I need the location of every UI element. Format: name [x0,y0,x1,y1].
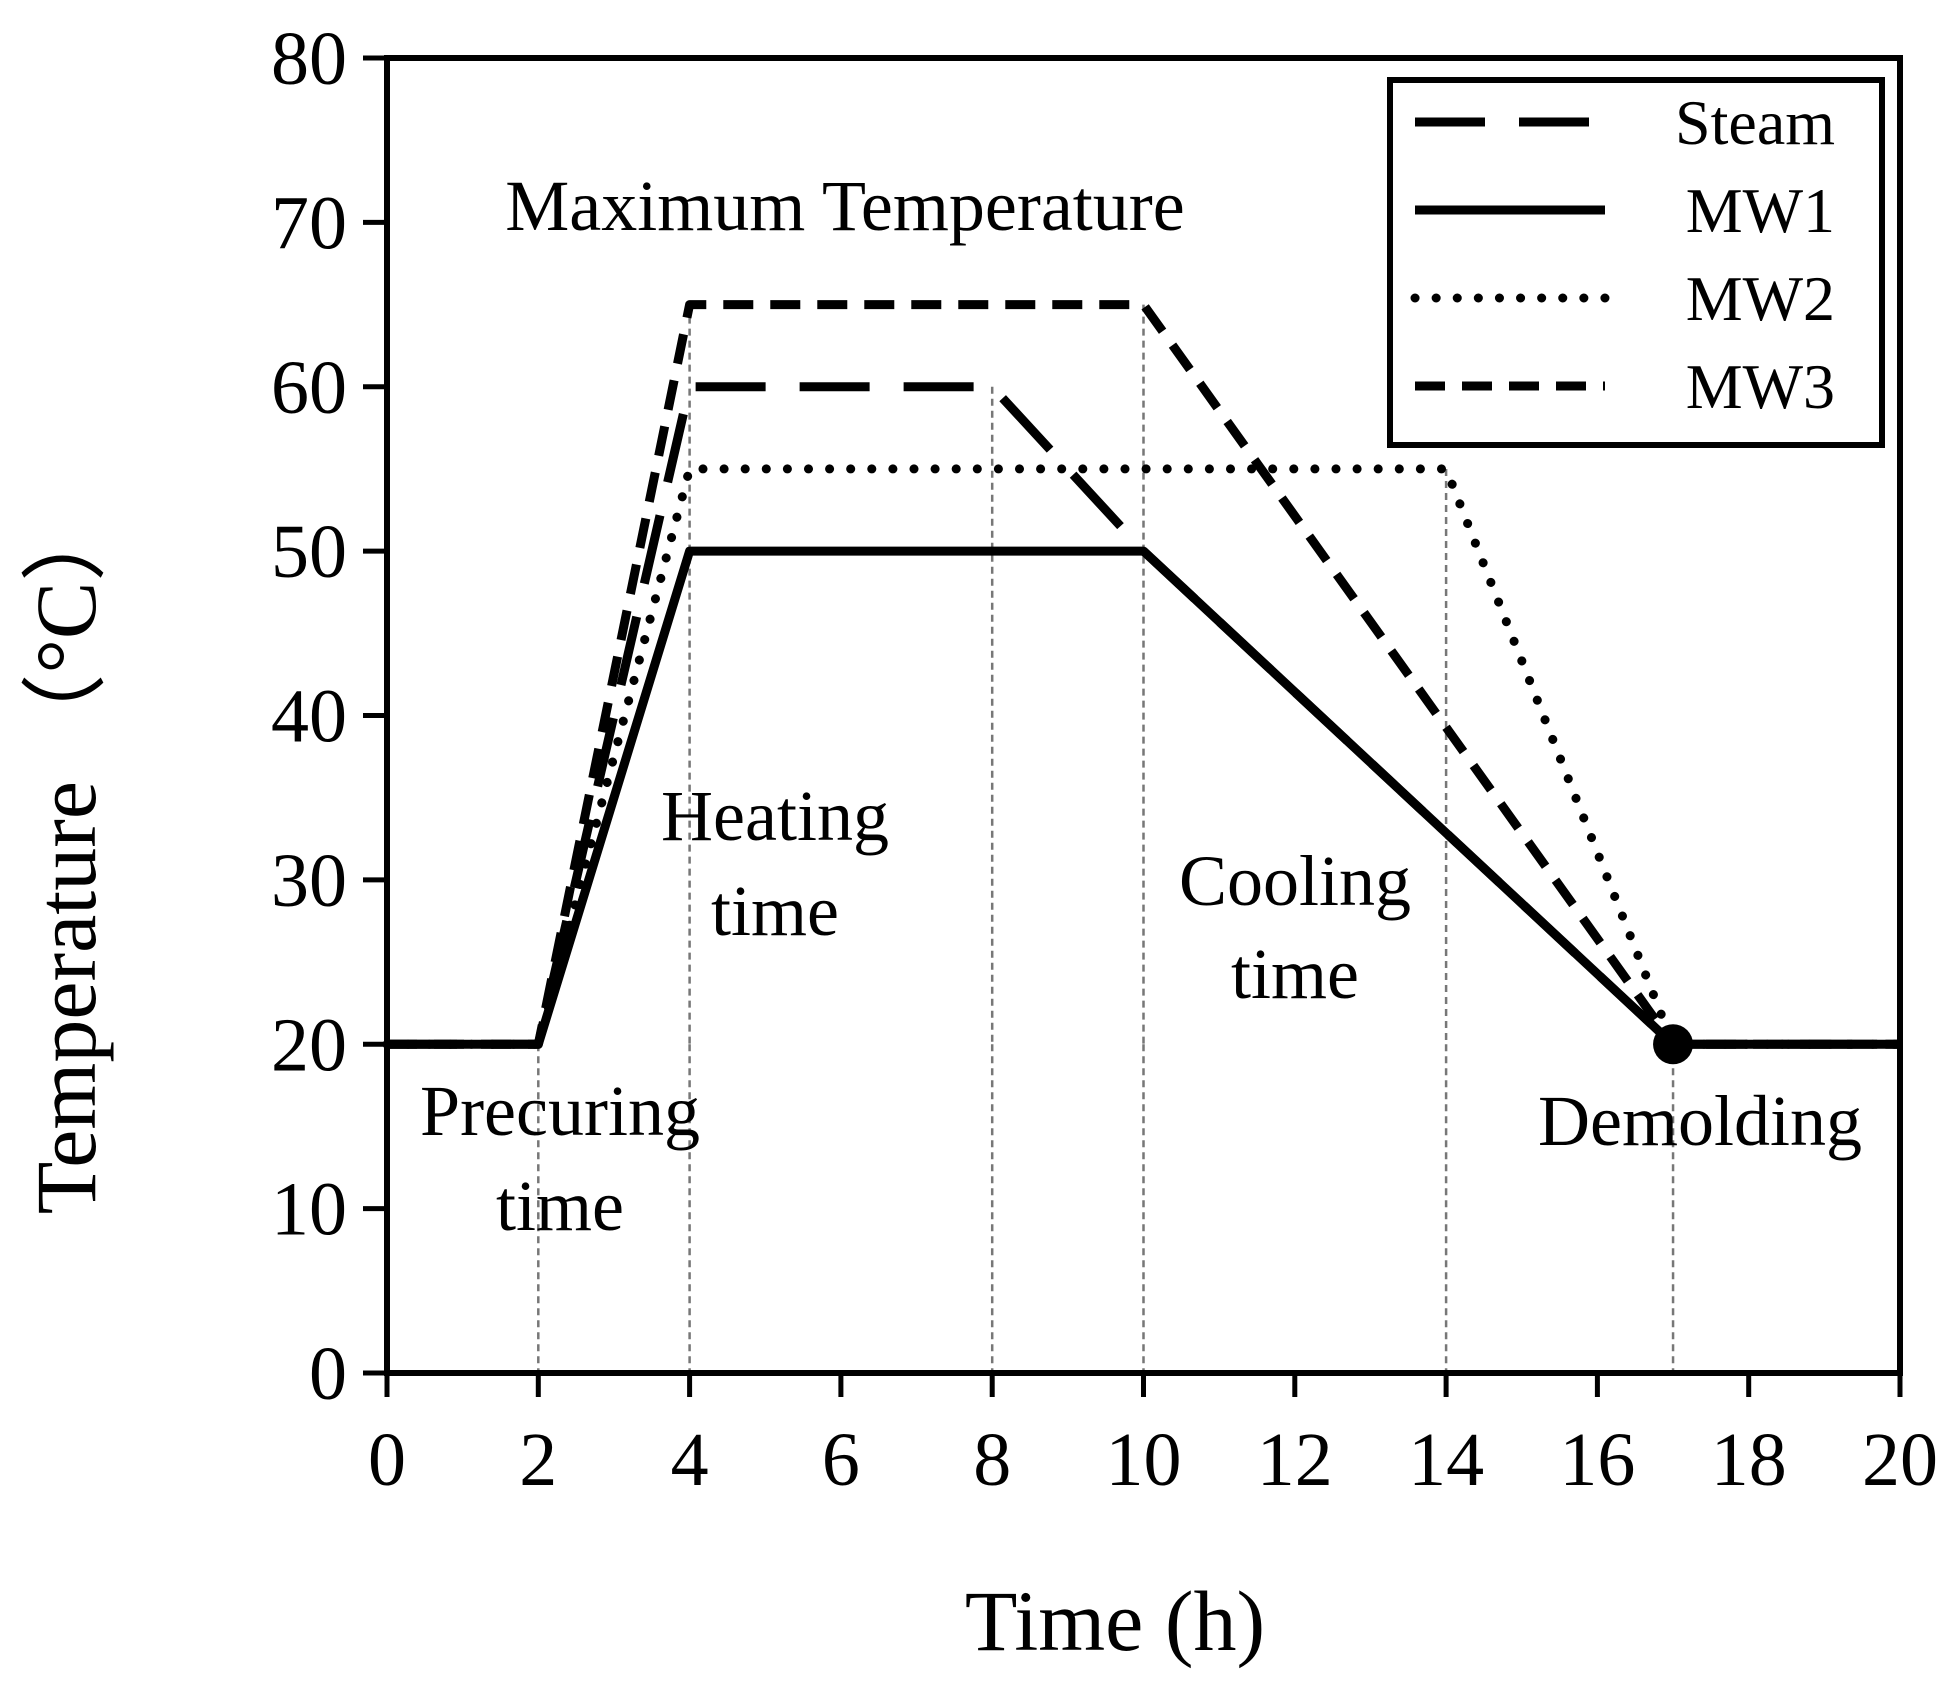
annotation-cooling-line2: time [1231,934,1359,1014]
x-tick-label: 4 [671,1418,709,1502]
x-tick-label: 12 [1257,1418,1333,1502]
x-tick-label: 16 [1559,1418,1635,1502]
x-axis-ticks: 0 2 4 6 8 10 12 14 16 18 20 [368,1373,1938,1502]
annotation-heating-line1: Heating [661,776,889,856]
x-tick-label: 14 [1408,1418,1484,1502]
x-tick-label: 20 [1862,1418,1938,1502]
x-tick-label: 8 [973,1418,1011,1502]
x-axis-title: Time (h) [965,1573,1265,1669]
annotation-heating-line2: time [711,871,839,951]
demolding-marker [1653,1024,1694,1065]
x-tick-label: 0 [368,1418,406,1502]
y-tick-label: 0 [309,1332,347,1416]
legend-label-mw1: MW1 [1686,175,1835,246]
y-tick-label: 70 [271,181,347,265]
x-tick-label: 18 [1711,1418,1787,1502]
legend-label-steam: Steam [1675,87,1835,158]
y-tick-label: 30 [271,839,347,923]
y-axis-ticks: 0 10 20 30 40 50 60 70 80 [271,17,387,1416]
y-tick-label: 60 [271,346,347,430]
annotation-demolding: Demolding [1538,1081,1862,1161]
annotation-max-temperature: Maximum Temperature [505,166,1184,246]
reference-lines [537,304,1675,1373]
legend-label-mw3: MW3 [1686,351,1835,422]
series-line-mw2 [382,464,1905,1049]
annotation-precuring-line2: time [496,1166,624,1246]
legend-entries: Steam MW1 MW2 MW3 [1410,87,1835,422]
series-line-mw3 [387,300,1900,1049]
annotation-cooling-line1: Cooling [1179,841,1411,921]
y-tick-label: 50 [271,510,347,594]
y-tick-label: 80 [271,17,347,101]
x-tick-label: 10 [1106,1418,1182,1502]
y-tick-label: 40 [271,675,347,759]
x-tick-label: 6 [822,1418,860,1502]
series-layer [382,300,1905,1049]
y-tick-label: 20 [271,1003,347,1087]
legend: Steam MW1 MW2 MW3 [1387,77,1885,448]
annotation-precuring-line1: Precuring [420,1071,700,1151]
x-tick-label: 2 [519,1418,557,1502]
y-axis-title: Temperature （°C） [18,496,114,1215]
y-tick-label: 10 [271,1168,347,1252]
legend-label-mw2: MW2 [1686,263,1835,334]
marker-layer [1653,1024,1694,1065]
